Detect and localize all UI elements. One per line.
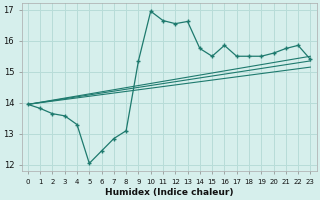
X-axis label: Humidex (Indice chaleur): Humidex (Indice chaleur) — [105, 188, 233, 197]
